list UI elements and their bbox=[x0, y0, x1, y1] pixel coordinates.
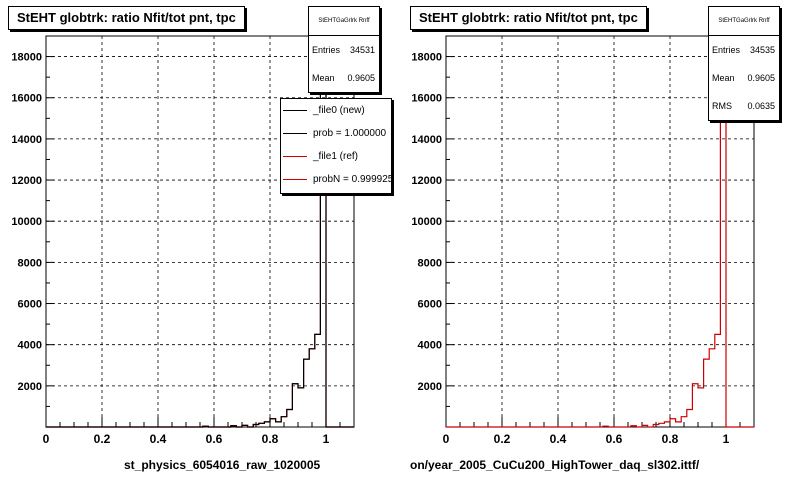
y-tick-label: 6000 bbox=[418, 299, 442, 311]
y-tick-label: 8000 bbox=[18, 257, 42, 269]
x-tick-label: 1 bbox=[723, 432, 730, 446]
y-tick-label: 16000 bbox=[11, 93, 42, 105]
y-tick-label: 18000 bbox=[411, 52, 442, 64]
stats-row-mean: Mean 0.9605 bbox=[709, 64, 779, 92]
y-tick-label: 8000 bbox=[418, 257, 442, 269]
legend-item: _file1 (ref) bbox=[281, 145, 358, 167]
y-tick-label: 18000 bbox=[11, 52, 42, 64]
legend-swatch bbox=[283, 178, 307, 180]
legend-swatch bbox=[283, 132, 307, 134]
x-tick-label: 0.8 bbox=[262, 432, 279, 446]
histogram-title: StEHT globtrk: ratio Nfit/tot pnt, tpc bbox=[8, 6, 245, 30]
x-tick-label: 0.8 bbox=[662, 432, 679, 446]
stats-label: Mean bbox=[312, 73, 335, 83]
legend-label: probN = 0.999925 bbox=[313, 173, 392, 185]
y-tick-label: 4000 bbox=[18, 340, 42, 352]
y-tick-label: 12000 bbox=[411, 175, 442, 187]
stats-value: 0.0635 bbox=[747, 101, 775, 111]
stats-label: RMS bbox=[712, 101, 732, 111]
histogram-series-line bbox=[446, 51, 754, 428]
stats-row-mean: Mean 0.9605 bbox=[309, 64, 379, 92]
y-tick-label: 6000 bbox=[18, 299, 42, 311]
x-tick-label: 1 bbox=[323, 432, 330, 446]
y-tick-label: 2000 bbox=[418, 381, 442, 393]
y-tick-label: 10000 bbox=[11, 216, 42, 228]
x-tick-label: 0.2 bbox=[494, 432, 511, 446]
x-tick-label: 0.4 bbox=[550, 432, 567, 446]
stats-row-entries: Entries 34535 bbox=[709, 36, 779, 64]
y-tick-label: 10000 bbox=[411, 216, 442, 228]
x-axis-title: st_physics_6054016_raw_1020005 bbox=[124, 458, 321, 472]
x-tick-label: 0.2 bbox=[94, 432, 111, 446]
stats-value: 0.9605 bbox=[747, 73, 775, 83]
x-tick-label: 0.6 bbox=[606, 432, 623, 446]
stats-header: StEHTGaGrlrk Rnff bbox=[309, 7, 379, 36]
stats-box: StEHTGaGrlrk Rnff Entries 34535 Mean 0.9… bbox=[708, 6, 780, 121]
y-tick-label: 12000 bbox=[11, 175, 42, 187]
stats-header: StEHTGaGrlrk Rnff bbox=[709, 7, 779, 36]
histogram-series-line bbox=[46, 51, 354, 428]
stats-label: Mean bbox=[712, 73, 735, 83]
stats-value: 34535 bbox=[749, 45, 775, 55]
x-tick-label: 0.4 bbox=[150, 432, 167, 446]
stats-label: Entries bbox=[712, 45, 741, 55]
legend-item: prob = 1.000000 bbox=[281, 122, 386, 144]
legend: _file0 (new) prob = 1.000000 _file1 (ref… bbox=[280, 98, 392, 194]
stats-label: Entries bbox=[312, 45, 341, 55]
stats-value: 34531 bbox=[349, 45, 375, 55]
y-tick-label: 14000 bbox=[11, 134, 42, 146]
plot-frame bbox=[445, 35, 755, 428]
legend-item: probN = 0.999925 bbox=[281, 168, 392, 190]
stats-box: StEHTGaGrlrk Rnff Entries 34531 Mean 0.9… bbox=[308, 6, 380, 93]
stats-value: 0.9605 bbox=[347, 73, 375, 83]
x-tick-label: 0.6 bbox=[206, 432, 223, 446]
plot-frame bbox=[45, 35, 355, 428]
legend-swatch bbox=[283, 109, 307, 111]
stats-row-entries: Entries 34531 bbox=[309, 36, 379, 64]
y-tick-label: 2000 bbox=[18, 381, 42, 393]
legend-label: prob = 1.000000 bbox=[313, 127, 387, 139]
histogram-plot-right: 0 0.2 0.4 0.6 0.8 120004000600080001000012000… bbox=[411, 35, 755, 446]
legend-swatch bbox=[283, 155, 307, 157]
legend-label: _file1 (ref) bbox=[313, 150, 359, 162]
legend-label: _file0 (new) bbox=[313, 104, 365, 116]
x-axis-title: on/year_2005_CuCu200_HighTower_daq_sl302… bbox=[410, 458, 700, 472]
y-tick-label: 4000 bbox=[418, 340, 442, 352]
x-tick-label: 0 bbox=[43, 432, 50, 446]
histogram-pad-right: 0 0.2 0.4 0.6 0.8 1 2000 4000 6000 8000 10000 12000… bbox=[400, 0, 800, 480]
y-tick-label: 16000 bbox=[411, 93, 442, 105]
y-tick-label: 14000 bbox=[411, 134, 442, 146]
legend-item: _file0 (new) bbox=[281, 99, 365, 121]
x-tick-label: 0 bbox=[443, 432, 450, 446]
stats-row-rms: RMS 0.0635 bbox=[709, 92, 779, 120]
histogram-title: StEHT globtrk: ratio Nfit/tot pnt, tpc bbox=[410, 6, 647, 30]
histogram-pad-left: 0 0.2 0.4 0.6 0.8 1 2000 4000 6000 8000 10000 12000… bbox=[8, 6, 392, 472]
